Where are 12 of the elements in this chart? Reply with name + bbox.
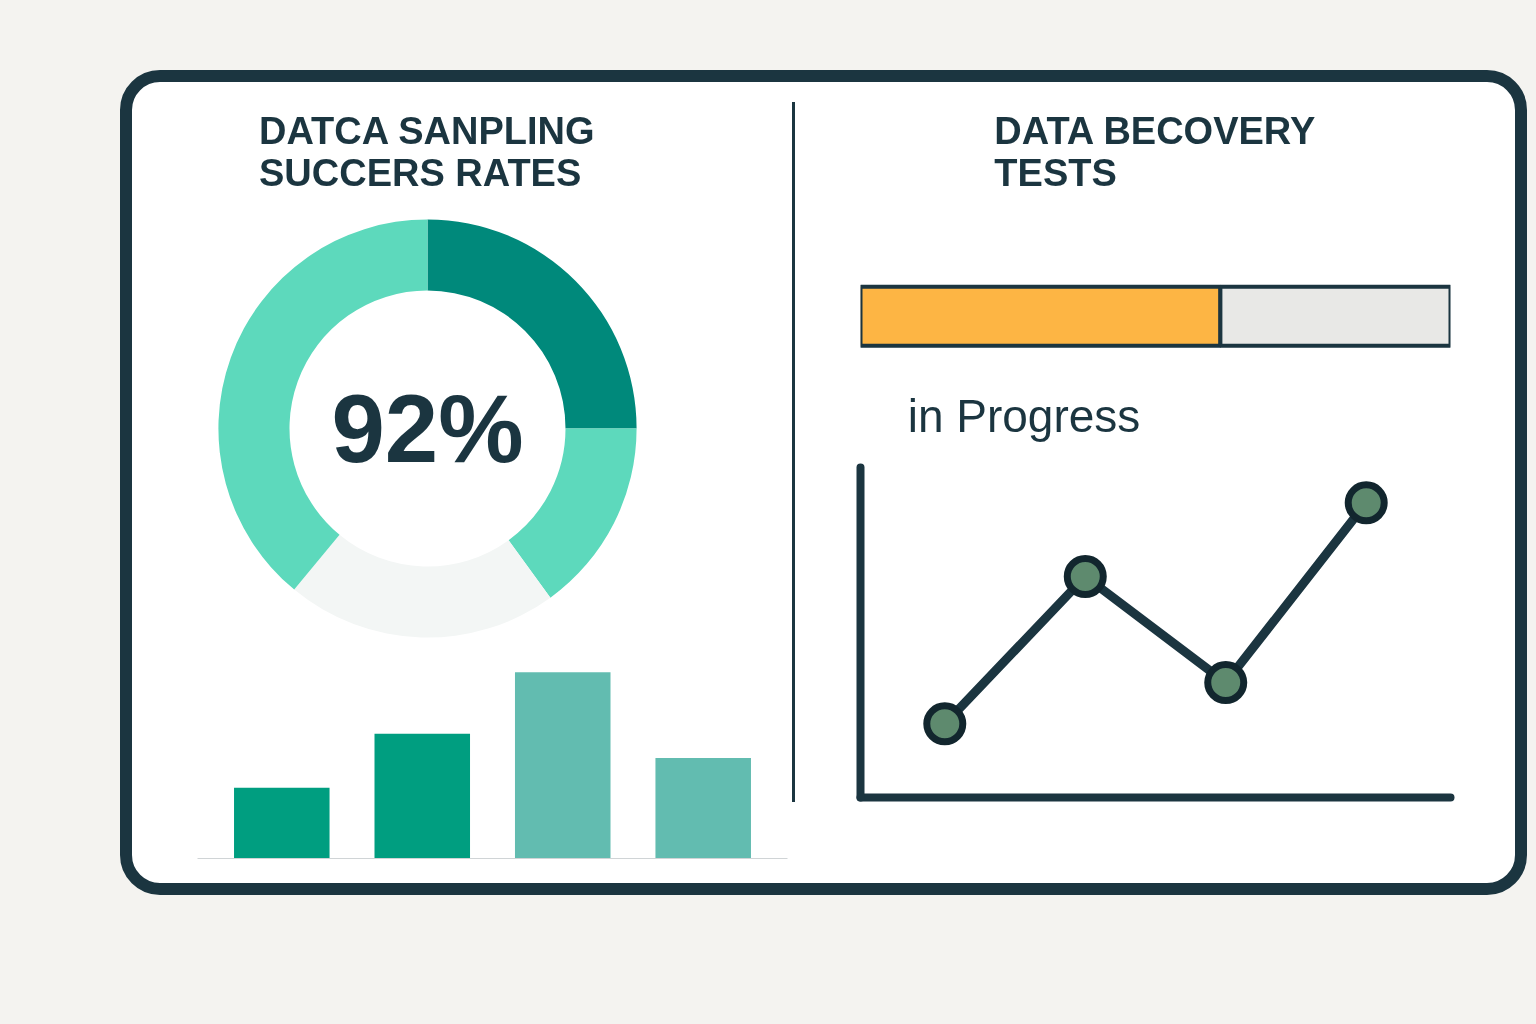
text: in Progress <box>907 390 1141 443</box>
point <box>1344 481 1388 525</box>
bar <box>514 672 611 859</box>
chart-title: DATA BECOVERY TESTS <box>994 109 1316 194</box>
point <box>1063 555 1107 598</box>
text: 92% <box>331 375 524 482</box>
point <box>923 702 967 746</box>
bar <box>374 733 471 859</box>
bar <box>655 757 751 859</box>
chart-title: DATCA SANPLING SUCCERS RATES <box>258 109 595 194</box>
point <box>1204 661 1248 705</box>
bar <box>234 787 330 859</box>
